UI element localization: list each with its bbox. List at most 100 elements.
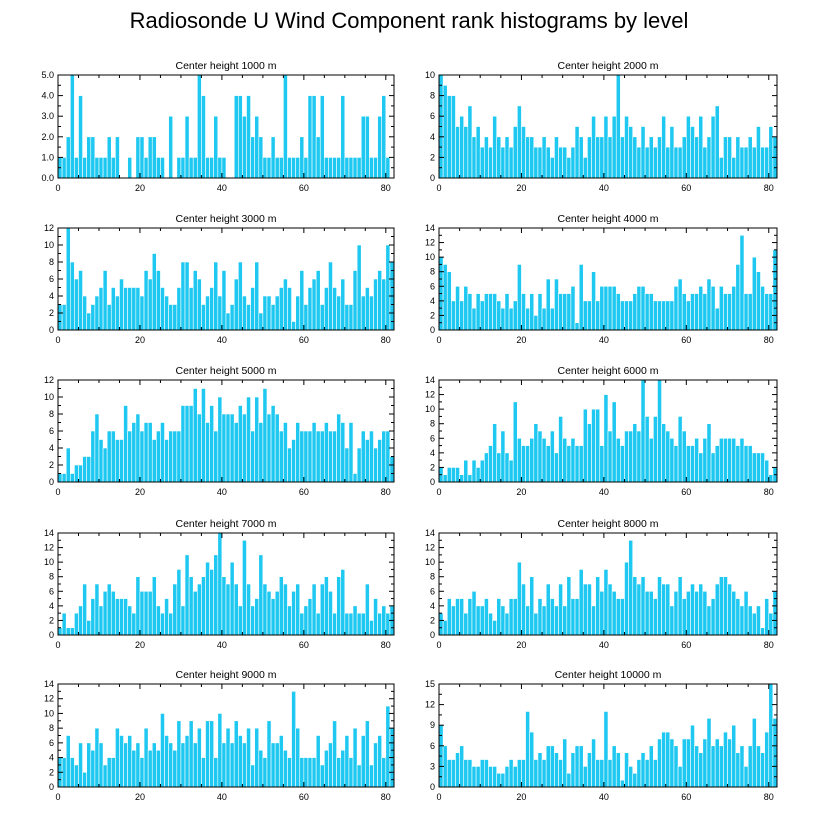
histogram-bar xyxy=(549,430,555,483)
histogram-bar xyxy=(438,612,444,636)
histogram-bar xyxy=(143,157,149,179)
x-tick-label: 60 xyxy=(681,792,691,802)
histogram-bar xyxy=(180,605,186,636)
histogram-bar xyxy=(463,285,469,331)
histogram-bar xyxy=(356,244,362,331)
histogram-bar xyxy=(686,445,691,483)
histogram-bar xyxy=(500,772,506,788)
x-tick-label: 0 xyxy=(436,487,441,497)
histogram-bar xyxy=(459,598,465,636)
histogram-bar xyxy=(287,447,292,483)
histogram-bar xyxy=(147,136,153,179)
x-tick-label: 0 xyxy=(436,640,441,650)
histogram-bar xyxy=(209,720,215,788)
histogram-bar xyxy=(541,605,547,636)
x-tick-label: 40 xyxy=(599,335,609,345)
histogram-bar xyxy=(624,752,629,788)
histogram-bar xyxy=(225,583,231,636)
histogram-bar xyxy=(554,136,559,179)
histogram-bar xyxy=(578,264,584,331)
histogram-bar xyxy=(188,157,194,179)
histogram-bar xyxy=(533,423,539,483)
histogram-bar xyxy=(57,304,63,331)
histogram-bar xyxy=(110,590,116,636)
histogram-bar xyxy=(764,731,770,788)
histogram-bar xyxy=(311,422,317,483)
x-tick-label: 80 xyxy=(381,487,391,497)
histogram-bar xyxy=(545,745,551,788)
histogram-bar xyxy=(221,742,227,788)
y-tick-label: 14 xyxy=(44,679,54,689)
histogram-bar xyxy=(570,437,576,483)
x-tick-label: 60 xyxy=(299,487,309,497)
histogram-bar xyxy=(566,772,572,788)
histogram-panel-2: Center height 2000 m 0 20 40 60 80 0 2 4 6 8 10 xyxy=(425,60,778,193)
y-tick-label: 10 xyxy=(44,557,54,567)
y-tick-label: 8 xyxy=(430,91,435,101)
histogram-bar xyxy=(731,437,737,483)
histogram-bar xyxy=(188,576,194,636)
histogram-bar xyxy=(65,447,71,483)
histogram-bar xyxy=(377,115,383,179)
histogram-bar xyxy=(698,583,704,636)
histogram-bar xyxy=(74,612,79,636)
histogram-bar xyxy=(102,590,108,636)
y-tick-label: 14 xyxy=(425,375,435,385)
histogram-bar xyxy=(455,126,460,179)
histogram-bar xyxy=(714,583,720,636)
x-tick-label: 80 xyxy=(764,335,774,345)
histogram-bar xyxy=(115,598,120,636)
histogram-bar xyxy=(217,713,223,788)
histogram-bar xyxy=(78,742,83,788)
histogram-bar xyxy=(442,474,448,483)
figure-title: Radiosonde U Wind Component rank histogr… xyxy=(129,8,689,33)
histogram-bar xyxy=(369,620,374,636)
histogram-bar xyxy=(714,445,720,483)
histogram-bar xyxy=(620,136,625,179)
histogram-bar xyxy=(562,738,568,788)
histogram-bar xyxy=(731,285,737,331)
histogram-bar xyxy=(665,146,671,179)
histogram-bar xyxy=(661,583,667,636)
histogram-bar xyxy=(533,612,539,636)
histogram-bar xyxy=(98,157,104,179)
histogram-bar xyxy=(233,422,239,483)
histogram-bar xyxy=(291,321,296,331)
histogram-bar xyxy=(488,146,493,179)
histogram-bar xyxy=(57,627,63,636)
x-tick-label: 60 xyxy=(681,183,691,193)
histogram-bar xyxy=(591,605,596,636)
histogram-bar xyxy=(500,146,506,179)
histogram-bar xyxy=(512,126,518,179)
y-tick-label: 1.0 xyxy=(41,152,54,162)
x-tick-label: 0 xyxy=(436,183,441,193)
histogram-bar xyxy=(636,285,642,331)
histogram-bar xyxy=(471,590,477,636)
y-tick-label: 2 xyxy=(430,615,435,625)
histogram-bar xyxy=(496,136,502,179)
histogram-bar xyxy=(607,136,613,179)
histogram-bar xyxy=(727,437,732,483)
histogram-bar xyxy=(760,285,765,331)
histogram-bar xyxy=(558,146,563,179)
histogram-bar xyxy=(735,264,741,331)
histogram-bar xyxy=(698,285,704,331)
y-tick-label: 10 xyxy=(44,708,54,718)
histogram-bar xyxy=(287,287,292,331)
histogram-bar xyxy=(521,759,526,788)
histogram-bar xyxy=(446,95,452,179)
histogram-bar xyxy=(377,270,383,331)
histogram-bar xyxy=(69,74,75,179)
histogram-bar xyxy=(110,757,116,788)
histogram-bar xyxy=(127,157,133,179)
histogram-bar xyxy=(61,157,67,179)
histogram-bar xyxy=(636,759,642,788)
histogram-bar xyxy=(57,473,63,483)
histogram-bar xyxy=(455,467,460,483)
histogram-bar xyxy=(632,423,638,483)
histogram-bar xyxy=(595,759,601,788)
histogram-bar xyxy=(172,749,178,788)
histogram-bar xyxy=(446,598,452,636)
histogram-panel-5: Center height 5000 m 0 20 40 60 80 0 2 4 6 8 10 12 xyxy=(44,365,395,497)
histogram-bar xyxy=(172,304,178,331)
